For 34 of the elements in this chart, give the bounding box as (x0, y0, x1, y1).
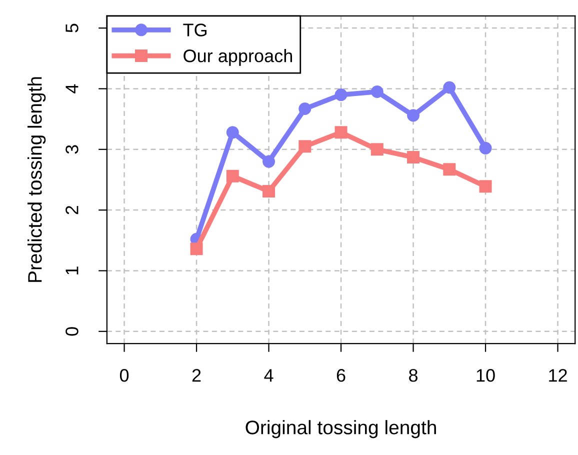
point (190, 242, 203, 256)
y-tick-label: 5 (66, 24, 78, 32)
point (479, 142, 492, 154)
y-axis-title: Predicted tossing length (28, 77, 46, 282)
point (334, 126, 348, 139)
point (298, 140, 312, 153)
point (262, 185, 276, 198)
x-axis-title: Original tossing length (246, 420, 436, 438)
point (443, 81, 456, 94)
point (334, 88, 348, 102)
legend-label: Our approach (184, 49, 292, 66)
legend-label: TG (183, 24, 206, 36)
y-tick-label: 3 (66, 145, 78, 154)
y-tick-label: 1 (66, 266, 78, 274)
point (226, 170, 239, 182)
x-tick-label: 8 (409, 369, 418, 382)
point (262, 155, 276, 168)
point (370, 86, 384, 98)
point (407, 151, 420, 164)
point (226, 126, 239, 139)
point (443, 163, 456, 176)
x-tick-label: 2 (192, 369, 201, 382)
point (479, 180, 492, 193)
x-tick-label: 12 (549, 369, 567, 382)
x-tick-label: 6 (336, 369, 346, 382)
point (298, 102, 312, 115)
y-tick-label: 0 (66, 327, 78, 336)
y-tick-label: 2 (66, 206, 78, 214)
x-tick-label: 10 (476, 369, 495, 382)
point (407, 109, 420, 122)
point (370, 143, 384, 156)
x-tick-label: 4 (264, 369, 274, 382)
x-tick-label: 0 (120, 369, 129, 382)
y-tick-label: 4 (66, 84, 78, 94)
